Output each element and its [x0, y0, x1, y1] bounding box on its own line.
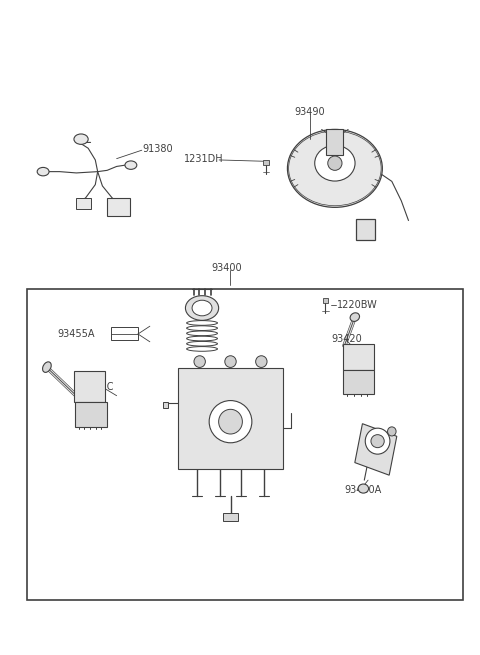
Bar — [223, 513, 238, 521]
Ellipse shape — [194, 356, 205, 367]
Ellipse shape — [387, 427, 396, 436]
Bar — [76, 198, 91, 210]
Ellipse shape — [288, 130, 383, 208]
Bar — [179, 368, 283, 469]
Ellipse shape — [219, 409, 242, 434]
Ellipse shape — [37, 168, 49, 176]
Bar — [355, 424, 397, 475]
Text: 93400: 93400 — [212, 263, 242, 272]
Bar — [107, 198, 130, 215]
Ellipse shape — [315, 145, 355, 181]
Ellipse shape — [192, 300, 212, 316]
Bar — [343, 344, 374, 369]
Bar — [356, 219, 375, 240]
Text: 1231DH: 1231DH — [184, 154, 224, 164]
Bar — [75, 402, 107, 427]
Text: 93415C: 93415C — [76, 383, 114, 392]
Bar — [26, 289, 463, 600]
Ellipse shape — [43, 362, 51, 373]
Ellipse shape — [350, 313, 360, 322]
Text: 93490: 93490 — [295, 107, 325, 117]
Ellipse shape — [74, 134, 88, 144]
Bar — [163, 402, 168, 408]
Bar — [263, 160, 269, 165]
Ellipse shape — [256, 356, 267, 367]
Bar — [323, 298, 328, 303]
Ellipse shape — [365, 428, 390, 454]
Text: 93455A: 93455A — [57, 329, 95, 339]
Bar — [326, 130, 343, 155]
Ellipse shape — [371, 435, 384, 447]
Ellipse shape — [125, 161, 137, 170]
Text: 1220BW: 1220BW — [337, 300, 378, 310]
Ellipse shape — [358, 484, 369, 493]
Bar — [111, 328, 138, 341]
Text: 93480A: 93480A — [344, 485, 382, 495]
Ellipse shape — [225, 356, 236, 367]
Ellipse shape — [209, 401, 252, 443]
Bar — [74, 371, 105, 402]
Text: 93420: 93420 — [331, 334, 362, 344]
Ellipse shape — [185, 295, 219, 320]
Ellipse shape — [328, 156, 342, 170]
Bar — [343, 369, 374, 394]
Text: 91380: 91380 — [143, 144, 173, 154]
